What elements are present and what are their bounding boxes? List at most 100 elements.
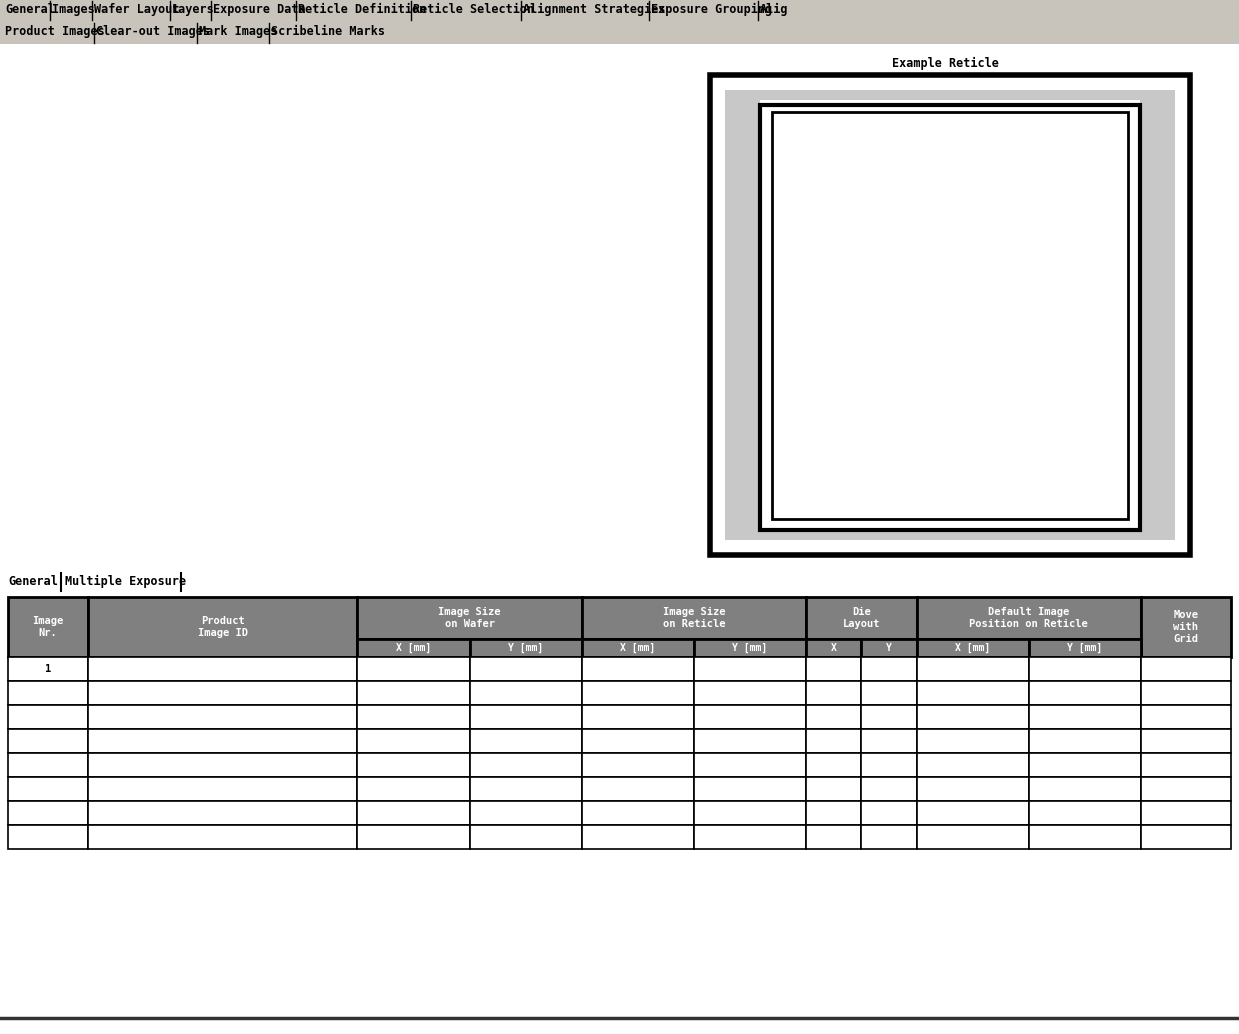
- Bar: [581, 705, 694, 729]
- Bar: [917, 705, 1028, 729]
- Bar: [917, 825, 1028, 849]
- Bar: [581, 639, 694, 657]
- Bar: [805, 639, 861, 657]
- Bar: [581, 681, 694, 705]
- Bar: [470, 681, 581, 705]
- Bar: [581, 825, 694, 849]
- Text: Alignment Strategies: Alignment Strategies: [523, 3, 665, 17]
- Bar: [805, 705, 861, 729]
- Bar: [7, 801, 88, 825]
- Bar: [760, 105, 1140, 530]
- Bar: [581, 777, 694, 801]
- Bar: [917, 681, 1028, 705]
- Text: Die
Layout: Die Layout: [843, 607, 880, 630]
- Bar: [357, 729, 470, 753]
- Text: Y [mm]: Y [mm]: [732, 643, 767, 653]
- Bar: [88, 705, 357, 729]
- Text: X [mm]: X [mm]: [395, 643, 431, 653]
- Bar: [470, 657, 581, 681]
- Bar: [88, 753, 357, 777]
- Bar: [581, 801, 694, 825]
- Bar: [1141, 801, 1232, 825]
- Text: Image Size
on Reticle: Image Size on Reticle: [663, 607, 725, 630]
- Text: Y [mm]: Y [mm]: [508, 643, 543, 653]
- Bar: [694, 729, 805, 753]
- Bar: [710, 75, 1189, 555]
- Text: Product Images: Product Images: [5, 25, 105, 38]
- Bar: [805, 777, 861, 801]
- Bar: [917, 597, 1141, 639]
- Text: 1: 1: [45, 664, 51, 674]
- Bar: [1028, 729, 1141, 753]
- Bar: [357, 639, 470, 657]
- Bar: [7, 681, 88, 705]
- Bar: [861, 639, 917, 657]
- Bar: [581, 729, 694, 753]
- Text: Reticle Selection: Reticle Selection: [414, 3, 534, 16]
- Bar: [861, 729, 917, 753]
- Bar: [694, 705, 805, 729]
- Text: Example Reticle: Example Reticle: [892, 57, 1000, 70]
- Bar: [88, 597, 357, 657]
- Bar: [1141, 657, 1232, 681]
- Bar: [581, 753, 694, 777]
- Bar: [694, 753, 805, 777]
- Bar: [1141, 681, 1232, 705]
- Bar: [1028, 681, 1141, 705]
- Text: Y [mm]: Y [mm]: [1067, 643, 1103, 653]
- Text: Move
with
Grid: Move with Grid: [1173, 610, 1198, 644]
- Bar: [357, 777, 470, 801]
- Bar: [88, 777, 357, 801]
- Text: Multiple Exposure: Multiple Exposure: [66, 575, 187, 588]
- Bar: [694, 681, 805, 705]
- Bar: [1028, 639, 1141, 657]
- Bar: [1028, 705, 1141, 729]
- Bar: [470, 801, 581, 825]
- Bar: [772, 113, 1127, 519]
- Bar: [7, 777, 88, 801]
- Text: Wafer Layout: Wafer Layout: [94, 3, 180, 16]
- Bar: [917, 639, 1028, 657]
- Text: Y: Y: [886, 643, 892, 653]
- Bar: [861, 753, 917, 777]
- Bar: [470, 705, 581, 729]
- Text: X: X: [830, 643, 836, 653]
- Bar: [88, 825, 357, 849]
- Text: Clear-out Images: Clear-out Images: [95, 25, 209, 38]
- Bar: [357, 801, 470, 825]
- Bar: [0, 22, 1239, 44]
- Text: Scribeline Marks: Scribeline Marks: [271, 25, 385, 38]
- Bar: [357, 597, 581, 639]
- Bar: [917, 729, 1028, 753]
- Bar: [1141, 705, 1232, 729]
- Bar: [1141, 729, 1232, 753]
- Bar: [1028, 801, 1141, 825]
- Bar: [694, 801, 805, 825]
- Bar: [861, 657, 917, 681]
- Bar: [7, 825, 88, 849]
- Text: Alig: Alig: [761, 3, 789, 17]
- Bar: [805, 597, 917, 639]
- Text: Product
Image ID: Product Image ID: [198, 616, 248, 638]
- Text: Default Image
Position on Reticle: Default Image Position on Reticle: [969, 607, 1088, 630]
- Bar: [88, 681, 357, 705]
- Text: Images: Images: [52, 3, 95, 16]
- Text: X [mm]: X [mm]: [955, 643, 990, 653]
- Bar: [88, 657, 357, 681]
- Bar: [1141, 777, 1232, 801]
- Bar: [581, 597, 805, 639]
- Bar: [694, 777, 805, 801]
- Bar: [861, 825, 917, 849]
- Text: Reticle Definition: Reticle Definition: [297, 3, 426, 16]
- Text: Mark Images: Mark Images: [199, 25, 278, 38]
- Bar: [1141, 753, 1232, 777]
- Bar: [805, 801, 861, 825]
- Bar: [805, 681, 861, 705]
- Bar: [760, 100, 1140, 530]
- Bar: [725, 90, 1175, 540]
- Bar: [470, 777, 581, 801]
- Bar: [1028, 753, 1141, 777]
- Bar: [694, 657, 805, 681]
- Bar: [357, 705, 470, 729]
- Bar: [861, 681, 917, 705]
